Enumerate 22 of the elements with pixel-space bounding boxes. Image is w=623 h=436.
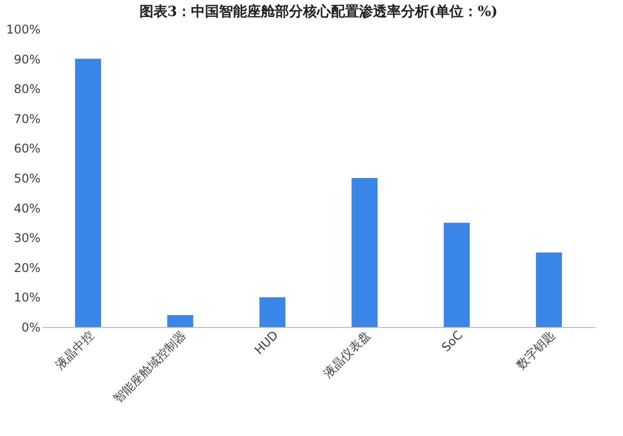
x-tick-label: 智能座舱域控制器 xyxy=(110,328,189,406)
bar xyxy=(75,58,102,327)
y-tick-label: 20% xyxy=(14,260,40,275)
y-tick-label: 40% xyxy=(14,201,40,216)
x-tick-label: 液晶仪表盘 xyxy=(320,328,374,380)
y-tick-label: 70% xyxy=(14,112,40,126)
x-tick-label: 数字钥匙 xyxy=(514,328,558,372)
y-tick-label: 100% xyxy=(6,22,40,36)
y-tick-label: 80% xyxy=(14,82,40,96)
y-tick-label: 90% xyxy=(14,52,40,66)
x-tick-label: 液晶中控 xyxy=(52,328,97,372)
y-tick-label: 0% xyxy=(21,320,40,334)
y-tick-label: 30% xyxy=(14,231,40,246)
chart-title: 图表3：中国智能座舱部分核心配置渗透率分析(单位：%) xyxy=(139,3,498,20)
bar xyxy=(352,178,378,327)
bar xyxy=(444,222,470,327)
bar xyxy=(259,297,286,327)
y-tick-label: 60% xyxy=(14,142,40,156)
y-tick-label: 50% xyxy=(14,172,40,186)
bar xyxy=(167,315,194,327)
bar xyxy=(536,252,562,327)
y-tick-label: 10% xyxy=(14,290,40,305)
